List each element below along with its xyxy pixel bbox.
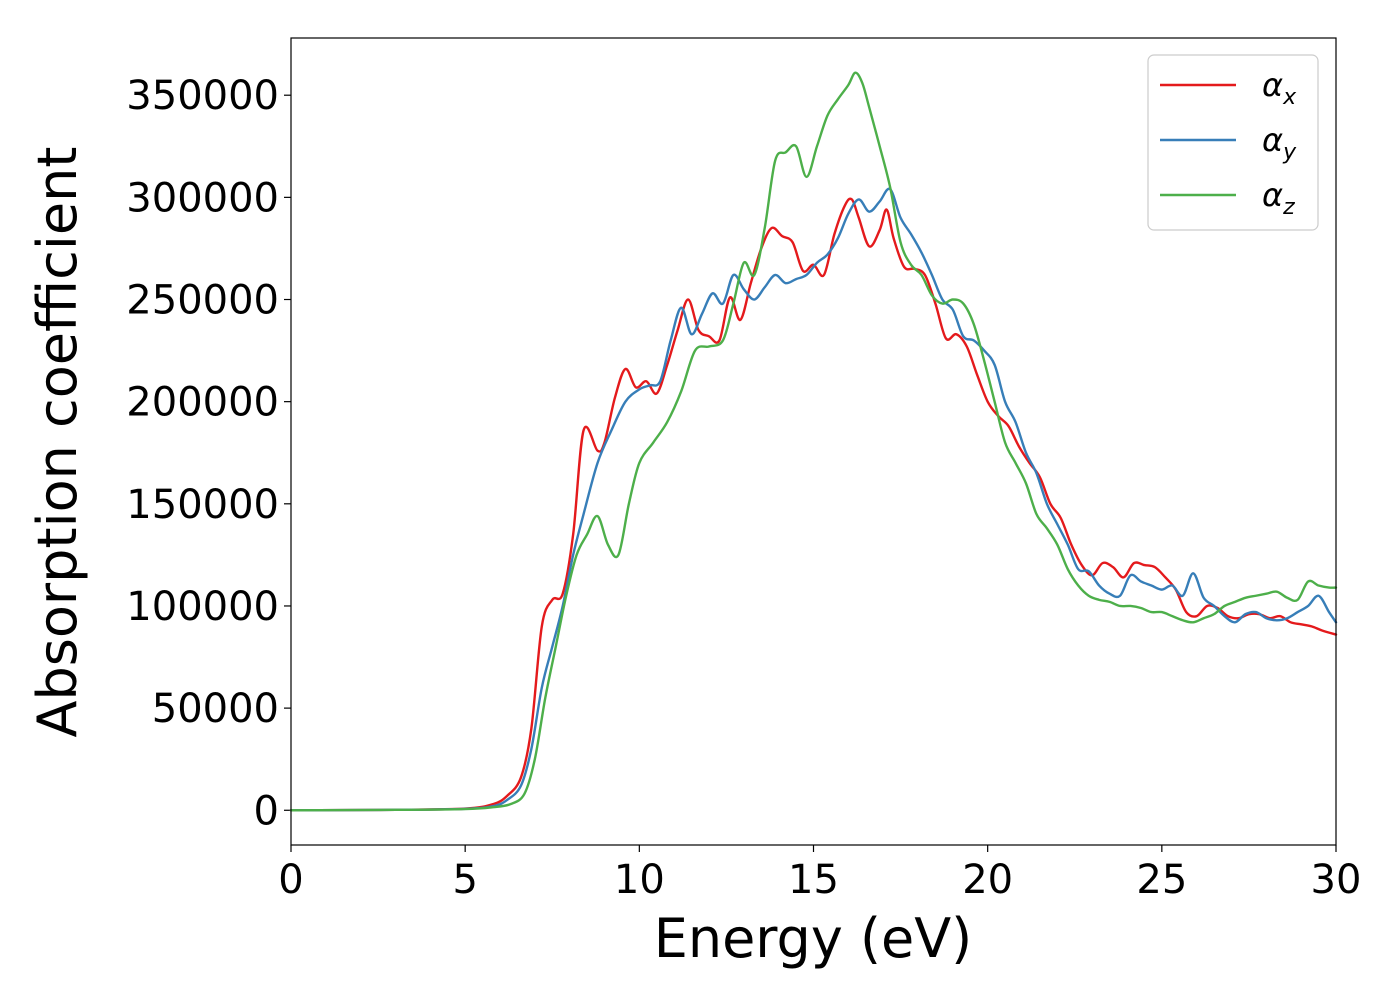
x-tick-label: 15: [788, 857, 839, 903]
legend-label-subscript: x: [1282, 85, 1297, 110]
x-axis-title: Energy (eV): [654, 907, 973, 970]
y-tick-label: 300000: [126, 175, 279, 221]
x-tick-label: 10: [614, 857, 665, 903]
y-tick-label: 0: [254, 788, 279, 834]
y-tick-label: 250000: [126, 278, 279, 324]
series-layer: [289, 71, 1338, 812]
x-tick-label: 5: [452, 857, 477, 903]
legend-label-base: α: [1262, 66, 1283, 104]
series-line-z: [289, 71, 1338, 812]
series-line-x: [289, 197, 1338, 812]
x-tick-label: 25: [1136, 857, 1187, 903]
y-tick-label: 100000: [126, 584, 279, 630]
y-tick-label: 350000: [126, 73, 279, 119]
x-tick-label: 0: [278, 857, 303, 903]
x-tick-label: 20: [962, 857, 1013, 903]
y-axis-title: Absorption coefficient: [26, 147, 89, 738]
legend-label-subscript: y: [1282, 140, 1297, 165]
legend-label-base: α: [1262, 176, 1283, 214]
legend-label-y: αy: [1262, 121, 1297, 165]
legend-label-z: αz: [1262, 176, 1295, 220]
plot-frame: [290, 37, 1337, 846]
y-tick-label: 150000: [126, 482, 279, 528]
y-tick-label: 200000: [126, 380, 279, 426]
legend-label-subscript: z: [1282, 195, 1295, 220]
legend-label-x: αx: [1262, 66, 1297, 110]
legend-frame: [1147, 54, 1319, 231]
legend-label-base: α: [1262, 121, 1283, 159]
series-line-y: [289, 187, 1338, 812]
ticks-layer: 0 5 10 15 20 25 30 0 50000 100000 150000 200000 2500…: [126, 73, 1361, 903]
y-tick-label: 50000: [152, 686, 279, 732]
x-tick-label: 30: [1311, 857, 1362, 903]
